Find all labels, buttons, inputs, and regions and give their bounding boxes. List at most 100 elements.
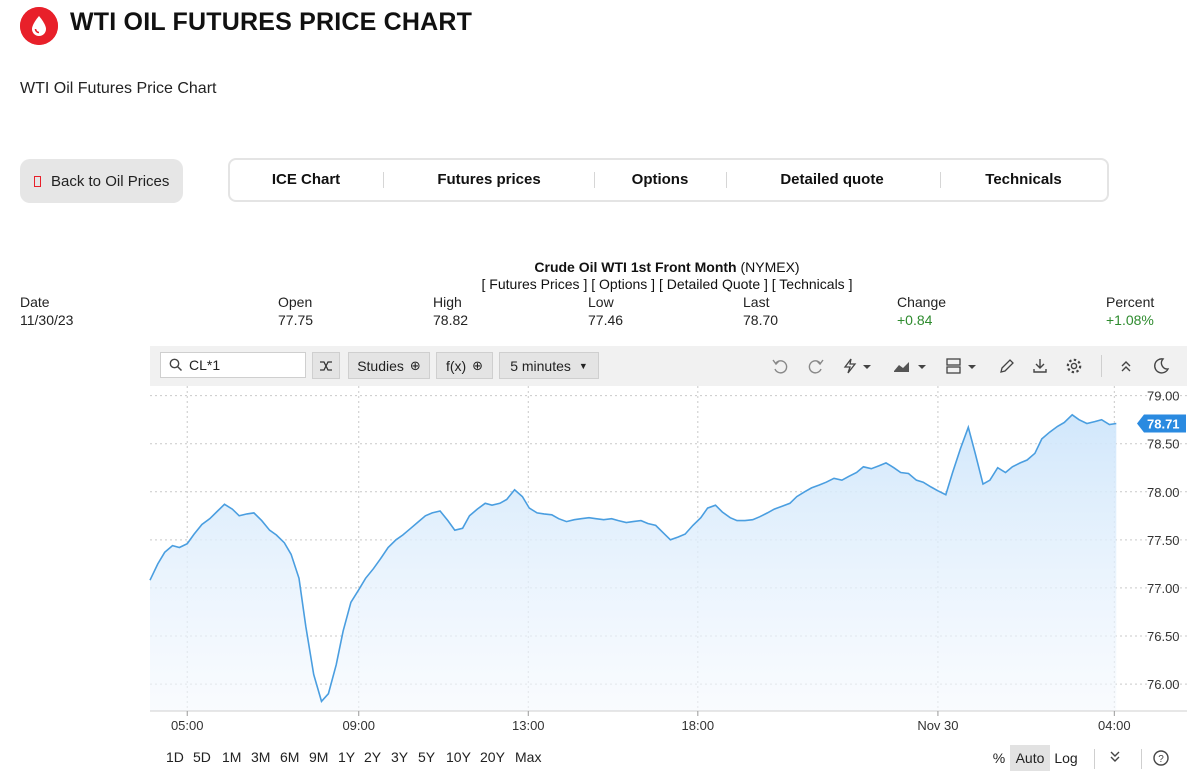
y-tick-label: 76.00 (1147, 677, 1180, 692)
tab-futures-prices[interactable]: Futures prices (437, 171, 541, 188)
price-line (149, 413, 1117, 704)
tab-technicals[interactable]: Technicals (985, 171, 1062, 188)
functions-label: f(x) (445, 357, 467, 374)
y-tick-label: 79.00 (1147, 389, 1180, 404)
page-title: WTI OIL FUTURES PRICE CHART (70, 8, 473, 36)
range-button-3y[interactable]: 3Y (391, 749, 409, 765)
quote-links: [ Futures Prices ] [ Options ] [ Detaile… (0, 276, 1200, 292)
collapse-up-icon[interactable] (1115, 355, 1137, 377)
bottom-divider (1094, 749, 1095, 769)
range-button-1d[interactable]: 1D (166, 749, 184, 765)
document-icon (34, 175, 41, 187)
range-button-5y[interactable]: 5Y (418, 749, 436, 765)
log-scale-button[interactable]: Log (1054, 750, 1078, 766)
y-tick-label: 77.00 (1147, 581, 1180, 596)
back-button-label: Back to Oil Prices (51, 172, 170, 190)
high-label: High (433, 294, 462, 310)
quote-instrument: Crude Oil WTI 1st Front Month (534, 259, 737, 275)
bottom-divider (1141, 749, 1142, 769)
download-icon[interactable] (1029, 355, 1051, 377)
search-icon (169, 358, 183, 372)
open-value: 77.75 (278, 312, 314, 328)
symbol-search-input[interactable]: CL*1 (160, 352, 306, 378)
range-button-2y[interactable]: 2Y (364, 749, 382, 765)
change-label: Change (897, 294, 947, 310)
range-button-6m[interactable]: 6M (280, 749, 300, 765)
toolbar-divider (1101, 355, 1102, 377)
link-options[interactable]: [ Options ] (591, 276, 656, 292)
drawing-tools-icon[interactable] (840, 355, 874, 377)
tab-divider (726, 172, 727, 188)
x-tick-label: 09:00 (342, 718, 375, 733)
expand-down-icon[interactable] (1104, 745, 1126, 771)
price-area-fill (150, 414, 1117, 711)
help-icon[interactable]: ? (1150, 745, 1172, 771)
interval-label: 5 minutes (510, 357, 571, 374)
pencil-icon[interactable] (996, 355, 1018, 377)
tab-divider (940, 172, 941, 188)
range-button-5d[interactable]: 5D (193, 749, 211, 765)
x-tick-label: 04:00 (1098, 718, 1131, 733)
percent-value: +1.08% (1106, 312, 1154, 328)
studies-label: Studies (357, 357, 404, 374)
layout-icon[interactable] (944, 355, 980, 377)
shuffle-icon (320, 360, 332, 371)
percent-label: Percent (1106, 294, 1155, 310)
range-button-1y[interactable]: 1Y (338, 749, 356, 765)
range-button-20y[interactable]: 20Y (480, 749, 505, 765)
y-tick-label: 78.00 (1147, 485, 1180, 500)
percent-scale-button[interactable]: % (992, 750, 1006, 766)
moon-icon[interactable] (1150, 355, 1172, 377)
low-label: Low (588, 294, 614, 310)
link-futures-prices[interactable]: [ Futures Prices ] (481, 276, 588, 292)
tab-bar: ICE Chart Futures prices Options Detaile… (228, 158, 1109, 202)
studies-button[interactable]: Studies ⊕ (348, 352, 430, 379)
date-label: Date (20, 294, 50, 310)
redo-icon[interactable] (805, 355, 827, 377)
high-value: 78.82 (433, 312, 469, 328)
interval-select[interactable]: 5 minutes ▼ (499, 352, 599, 379)
last-price-marker (1137, 414, 1186, 433)
range-button-9m[interactable]: 9M (309, 749, 329, 765)
functions-button[interactable]: f(x) ⊕ (436, 352, 493, 379)
page-subtitle: WTI Oil Futures Price Chart (20, 80, 217, 97)
svg-text:?: ? (1158, 754, 1164, 765)
auto-scale-button[interactable]: Auto (1010, 745, 1050, 771)
range-button-max[interactable]: Max (515, 749, 542, 765)
back-to-oil-prices-button[interactable]: Back to Oil Prices (20, 159, 183, 203)
symbol-value: CL*1 (189, 357, 221, 373)
x-tick-label: 13:00 (512, 718, 545, 733)
range-button-10y[interactable]: 10Y (446, 749, 471, 765)
tab-divider (383, 172, 384, 188)
chevron-down-icon: ▼ (578, 360, 588, 371)
open-label: Open (278, 294, 313, 310)
quote-title: Crude Oil WTI 1st Front Month (NYMEX) (0, 259, 1200, 275)
date-value: 11/30/23 (20, 312, 74, 328)
tab-divider (594, 172, 595, 188)
tab-options[interactable]: Options (631, 171, 689, 188)
tab-ice-chart[interactable]: ICE Chart (271, 171, 341, 188)
low-value: 77.46 (588, 312, 624, 328)
y-tick-label: 76.50 (1147, 629, 1180, 644)
undo-icon[interactable] (769, 355, 791, 377)
plus-circle-icon: ⊕ (409, 357, 421, 373)
compare-button[interactable] (312, 352, 340, 379)
x-tick-label: 18:00 (682, 718, 715, 733)
range-button-1m[interactable]: 1M (222, 749, 242, 765)
x-tick-label: 05:00 (171, 718, 204, 733)
drop-logo-icon (20, 7, 58, 45)
tab-detailed-quote[interactable]: Detailed quote (780, 171, 884, 188)
gear-icon[interactable] (1063, 355, 1085, 377)
range-button-3m[interactable]: 3M (251, 749, 271, 765)
last-price-label: 78.71 (1147, 417, 1180, 432)
last-value: 78.70 (743, 312, 779, 328)
y-tick-label: 78.50 (1147, 437, 1180, 452)
last-label: Last (743, 294, 770, 310)
link-detailed-quote[interactable]: [ Detailed Quote ] (658, 276, 768, 292)
chart-type-icon[interactable] (892, 355, 928, 377)
change-value: +0.84 (897, 312, 933, 328)
plus-circle-icon: ⊕ (472, 357, 484, 373)
link-technicals[interactable]: [ Technicals ] (771, 276, 853, 292)
quote-exchange: (NYMEX) (740, 259, 800, 275)
